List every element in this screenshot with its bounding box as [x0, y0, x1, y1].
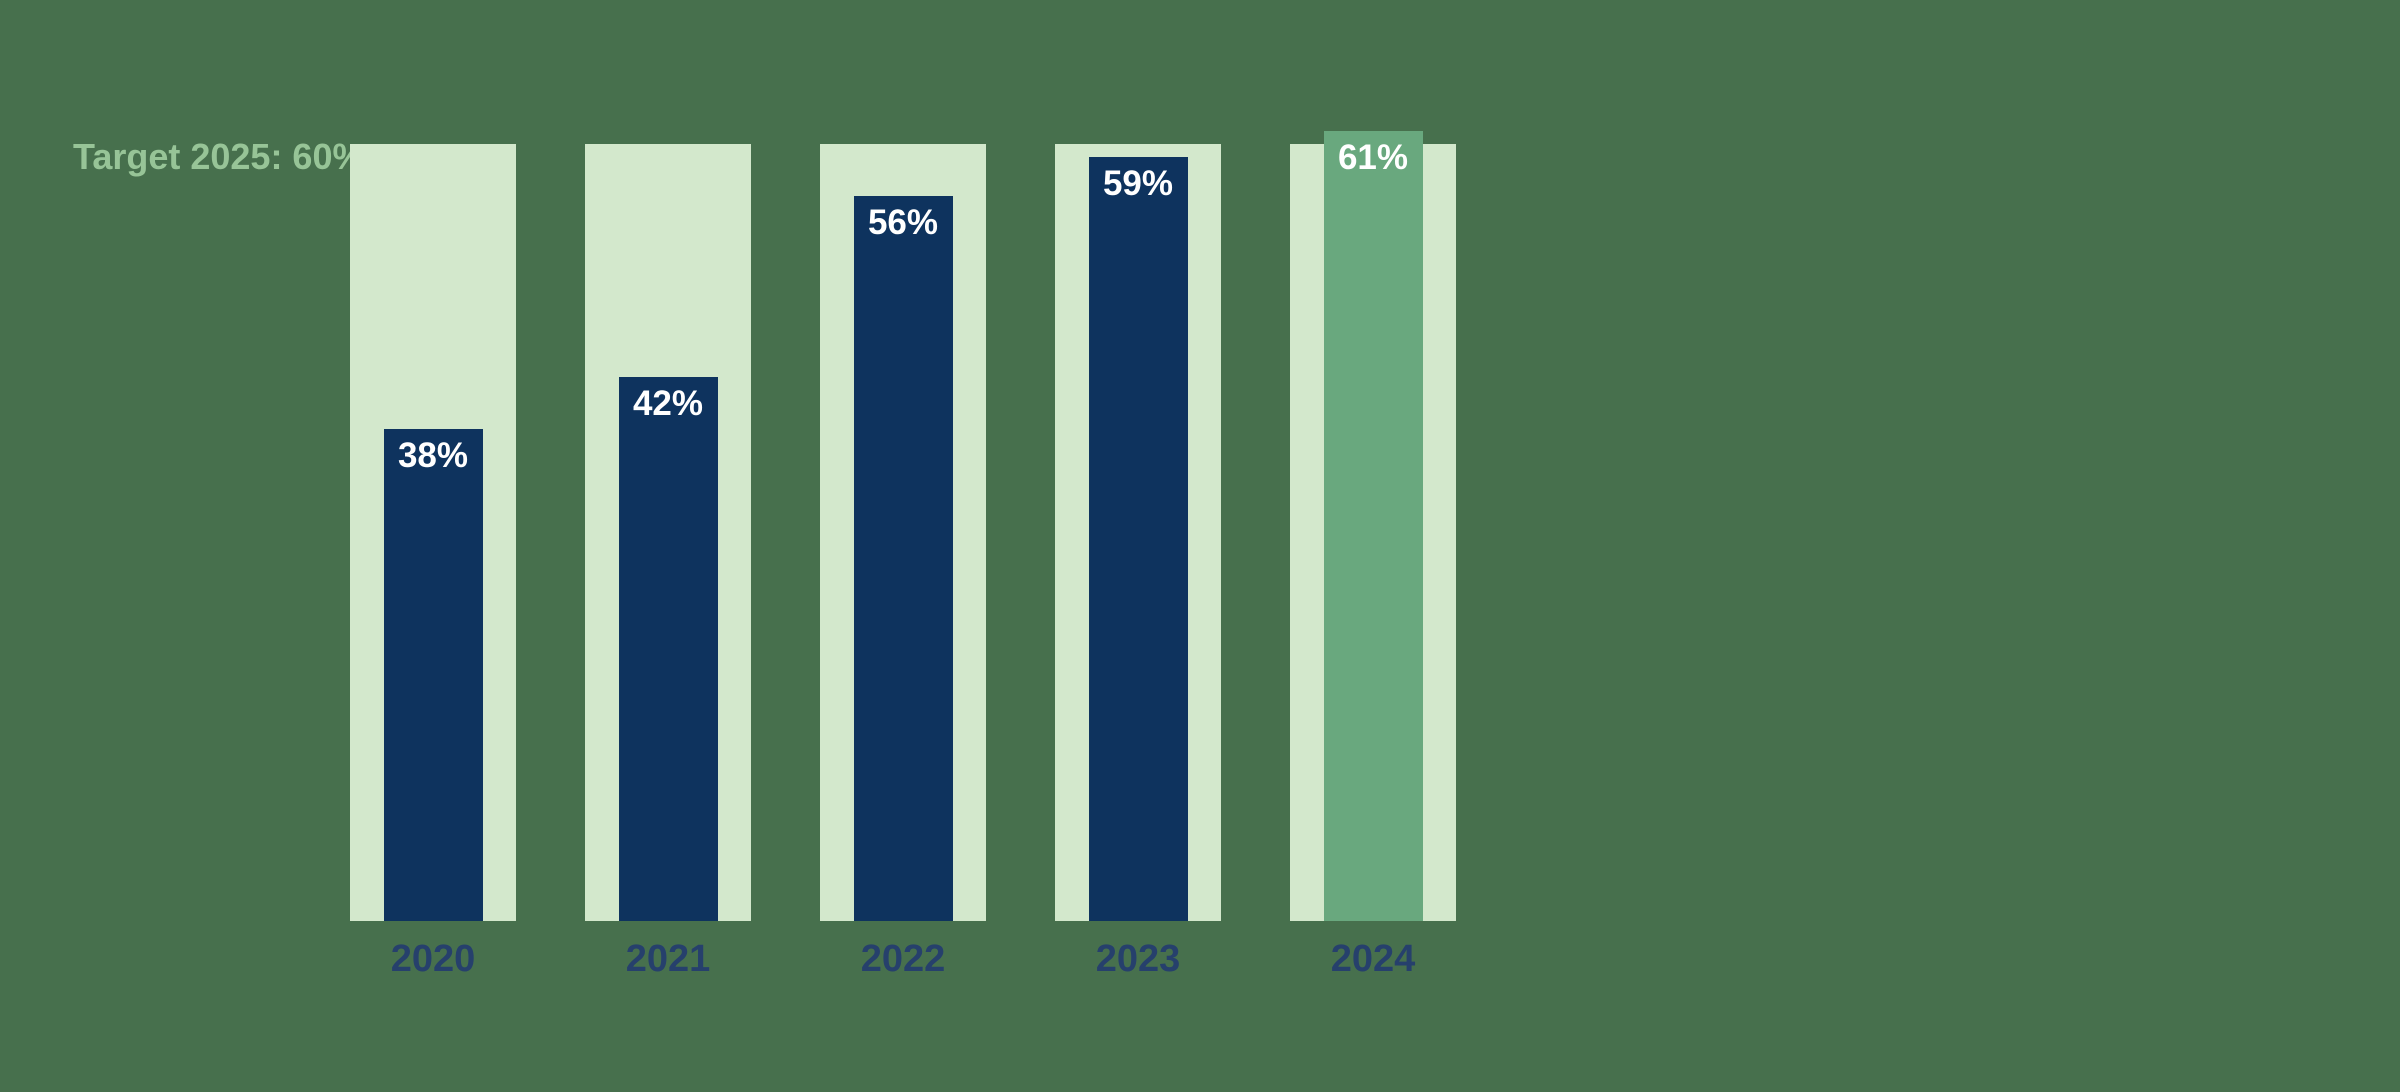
category-label: 2024	[1330, 938, 1416, 980]
category-label: 2021	[625, 938, 711, 980]
bar-group-2021: 42% 2021	[585, 0, 751, 1092]
value-label: 42%	[632, 384, 704, 423]
value-label: 38%	[397, 436, 469, 475]
bar-group-2022: 56% 2022	[820, 0, 986, 1092]
target-label: Target 2025: 60%	[73, 136, 365, 177]
value-bar-2024: 61%	[1323, 131, 1423, 921]
value-bar-2021: 42%	[618, 377, 718, 921]
category-label: 2022	[860, 938, 946, 980]
bar-group-2024: 61% 2024	[1290, 0, 1456, 1092]
category-label: 2020	[390, 938, 476, 980]
category-label: 2023	[1095, 938, 1181, 980]
value-bar-2023: 59%	[1088, 157, 1188, 921]
value-label: 56%	[867, 203, 939, 242]
bar-group-2023: 59% 2023	[1055, 0, 1221, 1092]
value-bar-2022: 56%	[853, 196, 953, 921]
value-bar-2020: 38%	[383, 429, 483, 921]
bar-group-2020: 38% 2020	[350, 0, 516, 1092]
value-label: 59%	[1102, 164, 1174, 203]
value-label: 61%	[1337, 138, 1409, 177]
